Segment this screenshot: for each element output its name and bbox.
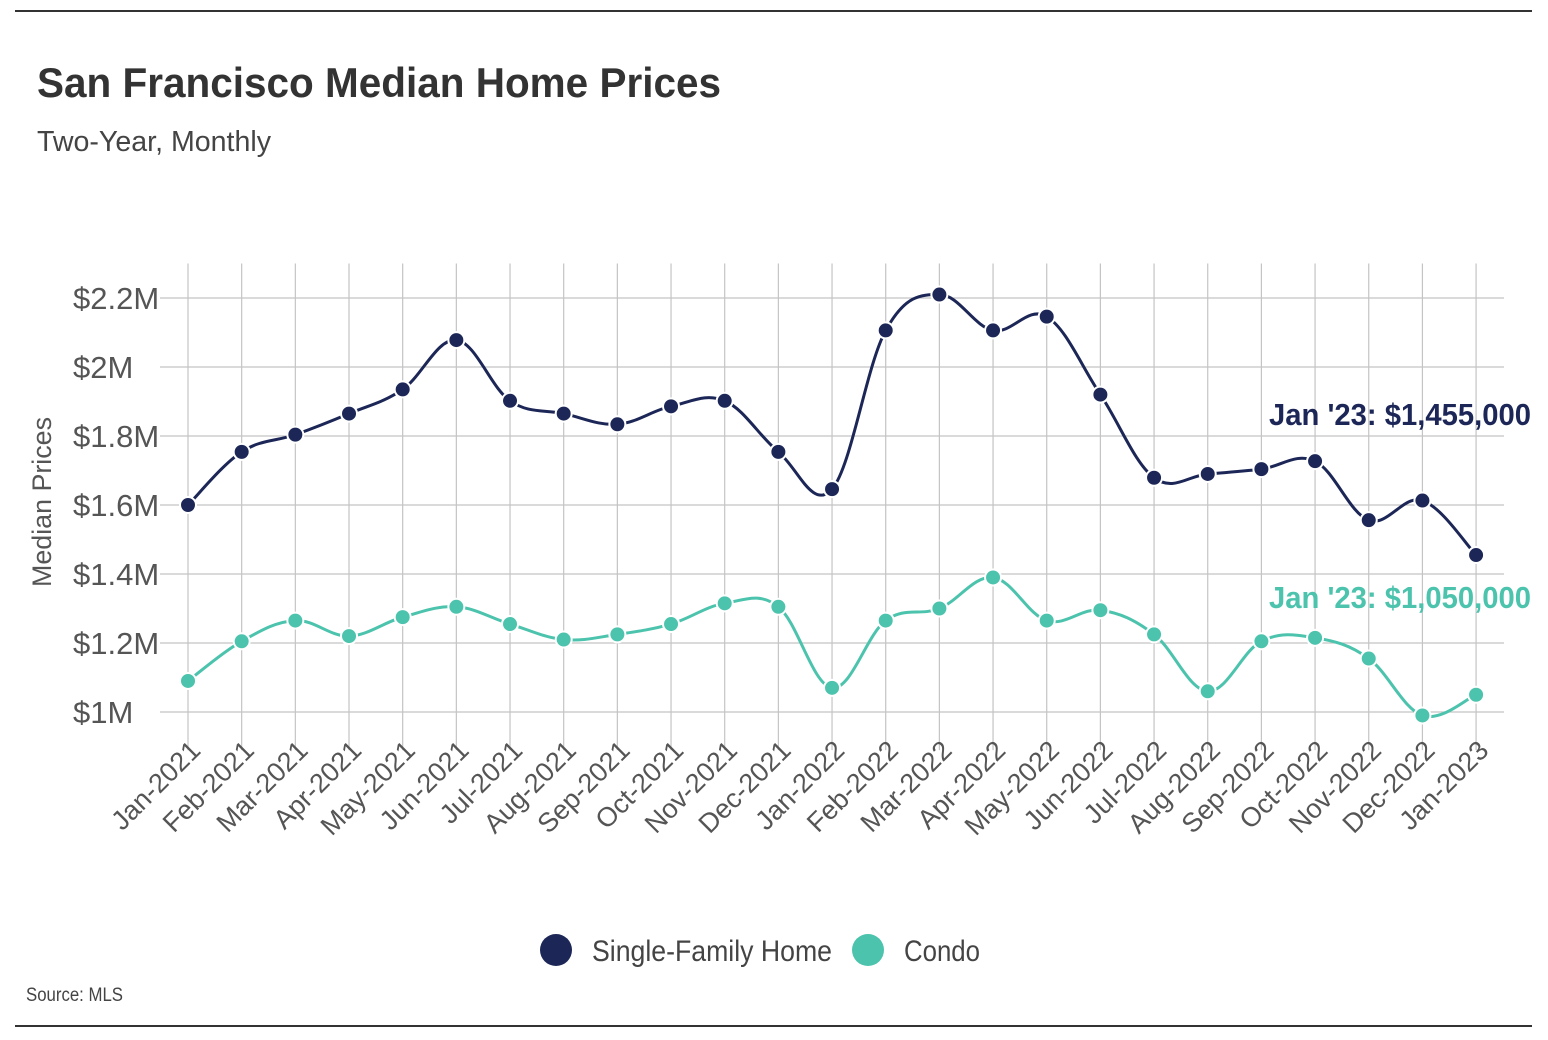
y-axis-ticks: $1M $1.2M $1.4M $1.6M $1.8M $2M $2.2M xyxy=(73,281,159,730)
legend-marker-condo xyxy=(852,934,884,966)
point-single-family xyxy=(179,496,197,514)
point-single-family xyxy=(930,285,949,304)
point-condo xyxy=(1359,649,1378,668)
y-tick-label: $1.8M xyxy=(73,419,159,454)
point-condo xyxy=(447,597,466,616)
y-tick-label: $1M xyxy=(73,695,133,730)
point-single-family xyxy=(984,321,1003,340)
point-condo xyxy=(608,625,627,644)
point-condo xyxy=(984,568,1003,587)
legend-label-condo: Condo xyxy=(904,935,980,968)
point-single-family xyxy=(1359,511,1378,530)
point-single-family xyxy=(1198,464,1217,483)
point-single-family xyxy=(876,321,895,340)
point-single-family xyxy=(1467,546,1486,565)
point-condo xyxy=(286,611,305,630)
point-condo xyxy=(769,597,788,616)
point-condo xyxy=(179,671,197,690)
x-axis-ticks: Jan-2021Feb-2021Mar-2021Apr-2021May-2021… xyxy=(105,735,1494,841)
point-single-family xyxy=(286,425,305,444)
point-condo xyxy=(340,627,359,646)
point-single-family xyxy=(823,480,842,499)
point-condo xyxy=(930,599,949,618)
point-condo xyxy=(1037,611,1056,630)
point-single-family xyxy=(1252,460,1271,479)
point-single-family xyxy=(608,415,627,434)
point-single-family xyxy=(1037,307,1056,326)
point-single-family xyxy=(1145,468,1164,487)
point-single-family xyxy=(769,442,788,461)
point-condo xyxy=(1306,628,1325,647)
y-tick-label: $2.2M xyxy=(73,281,159,316)
y-tick-label: $1.6M xyxy=(73,488,159,523)
point-condo xyxy=(662,615,681,634)
legend-label-single-family: Single-Family Home xyxy=(592,935,832,968)
gridlines xyxy=(160,263,1504,751)
chart-subtitle: Two-Year, Monthly xyxy=(37,126,271,158)
point-single-family xyxy=(232,442,251,461)
point-condo xyxy=(501,615,520,634)
series-points xyxy=(179,285,1486,725)
point-single-family xyxy=(1091,385,1110,404)
source-note: Source: MLS xyxy=(26,985,123,1006)
annotation-single-family: Jan '23: $1,455,000 xyxy=(1269,397,1531,432)
point-condo xyxy=(393,608,412,627)
point-single-family xyxy=(340,404,359,423)
legend: Single-Family Home Condo xyxy=(540,934,980,968)
point-condo xyxy=(1467,685,1486,704)
point-condo xyxy=(876,611,895,630)
y-axis-label: Median Prices xyxy=(27,417,57,587)
point-condo xyxy=(232,632,251,651)
point-condo xyxy=(823,678,842,697)
point-single-family xyxy=(662,397,681,416)
point-condo xyxy=(1145,625,1164,644)
point-condo xyxy=(1413,706,1432,725)
point-single-family xyxy=(1413,491,1432,510)
chart-title: San Francisco Median Home Prices xyxy=(37,59,721,106)
annotation-condo: Jan '23: $1,050,000 xyxy=(1269,580,1531,615)
point-condo xyxy=(715,594,734,613)
y-tick-label: $2M xyxy=(73,350,133,385)
point-condo xyxy=(1091,601,1110,620)
legend-marker-single-family xyxy=(540,934,572,966)
point-condo xyxy=(1252,632,1271,651)
point-condo xyxy=(554,630,573,649)
point-condo xyxy=(1198,682,1217,701)
point-single-family xyxy=(393,380,412,399)
point-single-family xyxy=(447,331,466,350)
point-single-family xyxy=(1306,452,1325,471)
y-tick-label: $1.2M xyxy=(73,626,159,661)
point-single-family xyxy=(715,391,734,410)
point-single-family xyxy=(554,404,573,423)
point-single-family xyxy=(501,391,520,410)
y-tick-label: $1.4M xyxy=(73,557,159,592)
